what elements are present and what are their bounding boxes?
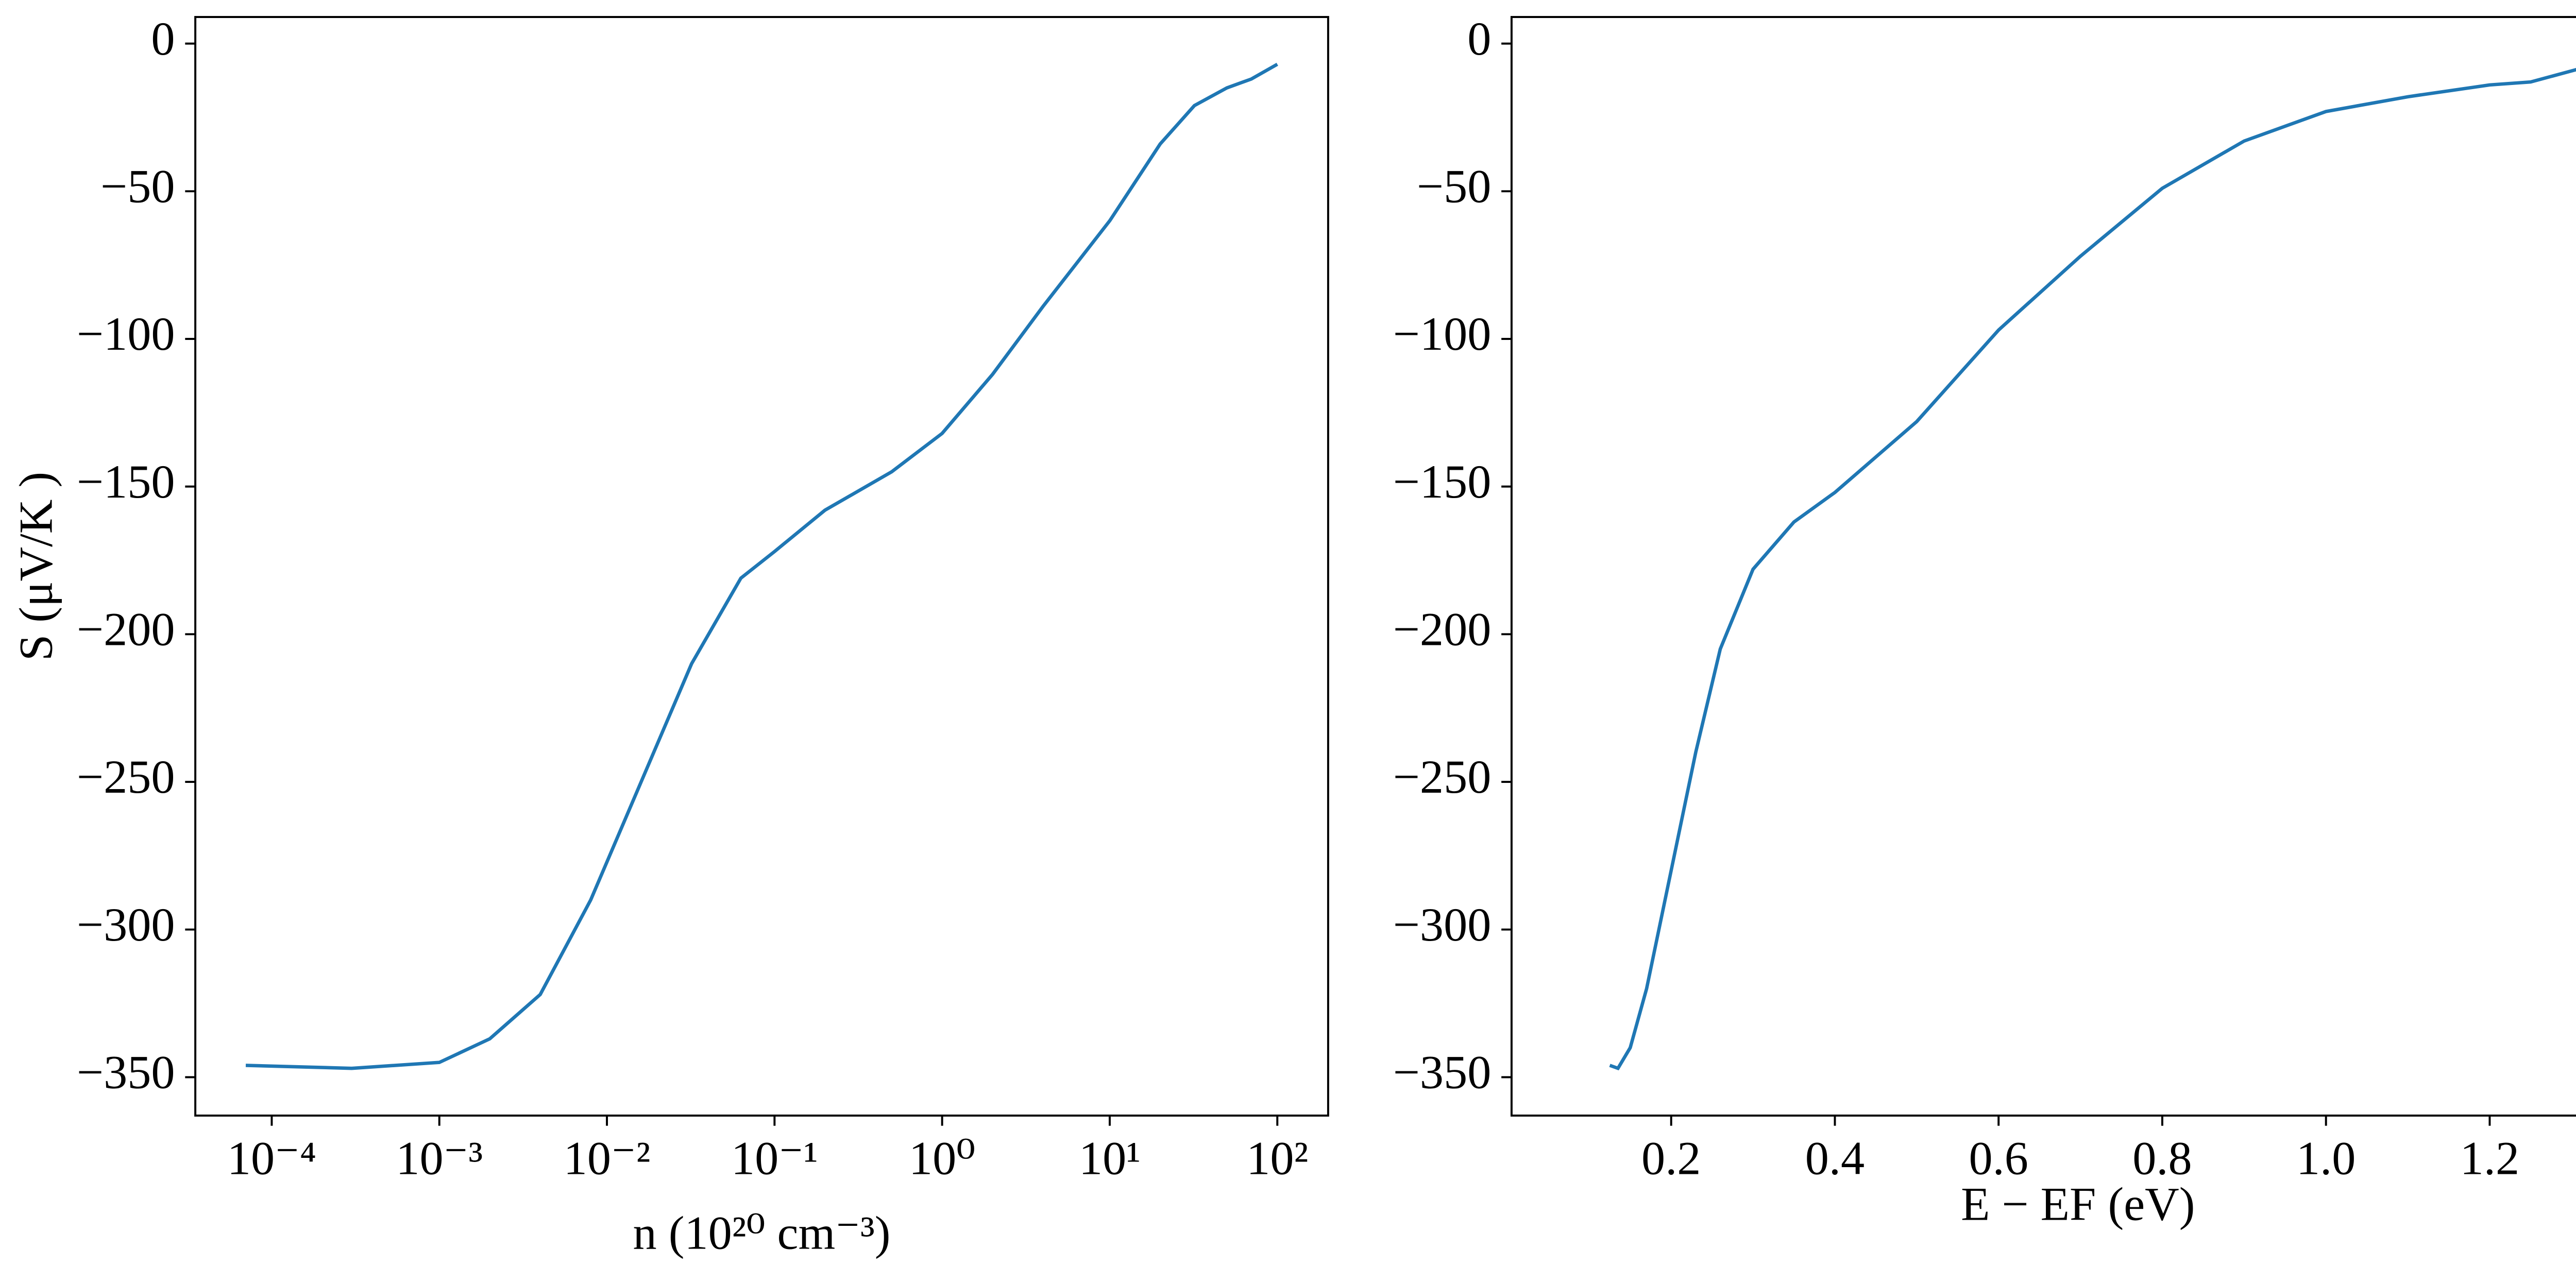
y-tick-label: −50 [1417, 160, 1491, 212]
y-tick-label: −350 [77, 1046, 175, 1099]
y-tick-label: −50 [100, 160, 175, 212]
data-line [245, 62, 1278, 1070]
data-line [1609, 67, 2576, 1071]
x-tick-label: 10⁻² [564, 1132, 651, 1184]
x-tick-label: 10¹ [1079, 1132, 1141, 1184]
y-axis-label: S (μV/K ) [9, 472, 62, 661]
x-tick-label: 1.0 [2296, 1132, 2355, 1184]
x-tick-label: 0.2 [1641, 1132, 1701, 1184]
plot-frame [1510, 16, 2576, 1117]
x-axis-label: E − EF (eV) [1961, 1177, 2195, 1230]
y-tick-label: −100 [1393, 307, 1492, 360]
x-tick-label: 10⁻⁴ [227, 1132, 316, 1184]
x-tick-label: 1.2 [2460, 1132, 2519, 1184]
x-tick-label: 0.8 [2132, 1132, 2192, 1184]
y-tick-label: 0 [1467, 12, 1491, 65]
x-tick-label: 10⁰ [909, 1132, 975, 1184]
y-tick-label: −300 [77, 898, 175, 951]
x-tick-label: 10⁻³ [396, 1132, 483, 1184]
y-tick-label: −100 [77, 307, 175, 360]
y-tick-label: −350 [1393, 1046, 1492, 1099]
y-tick-label: −200 [1393, 603, 1492, 656]
x-tick-label: 10² [1246, 1132, 1308, 1184]
x-tick-label: 0.6 [1969, 1132, 2028, 1184]
y-tick-label: −150 [77, 455, 175, 508]
x-tick-label: 0.4 [1805, 1132, 1865, 1184]
y-tick-label: −300 [1393, 898, 1492, 951]
y-tick-label: −200 [77, 603, 175, 656]
x-tick-label: 10⁻¹ [731, 1132, 818, 1184]
y-tick-label: −250 [77, 750, 175, 803]
y-tick-label: −250 [1393, 750, 1492, 803]
plot-frame [194, 16, 1329, 1117]
x-axis-label: n (10²⁰ cm⁻³) [633, 1206, 891, 1259]
y-tick-label: −150 [1393, 455, 1492, 508]
y-tick-label: 0 [151, 12, 175, 65]
